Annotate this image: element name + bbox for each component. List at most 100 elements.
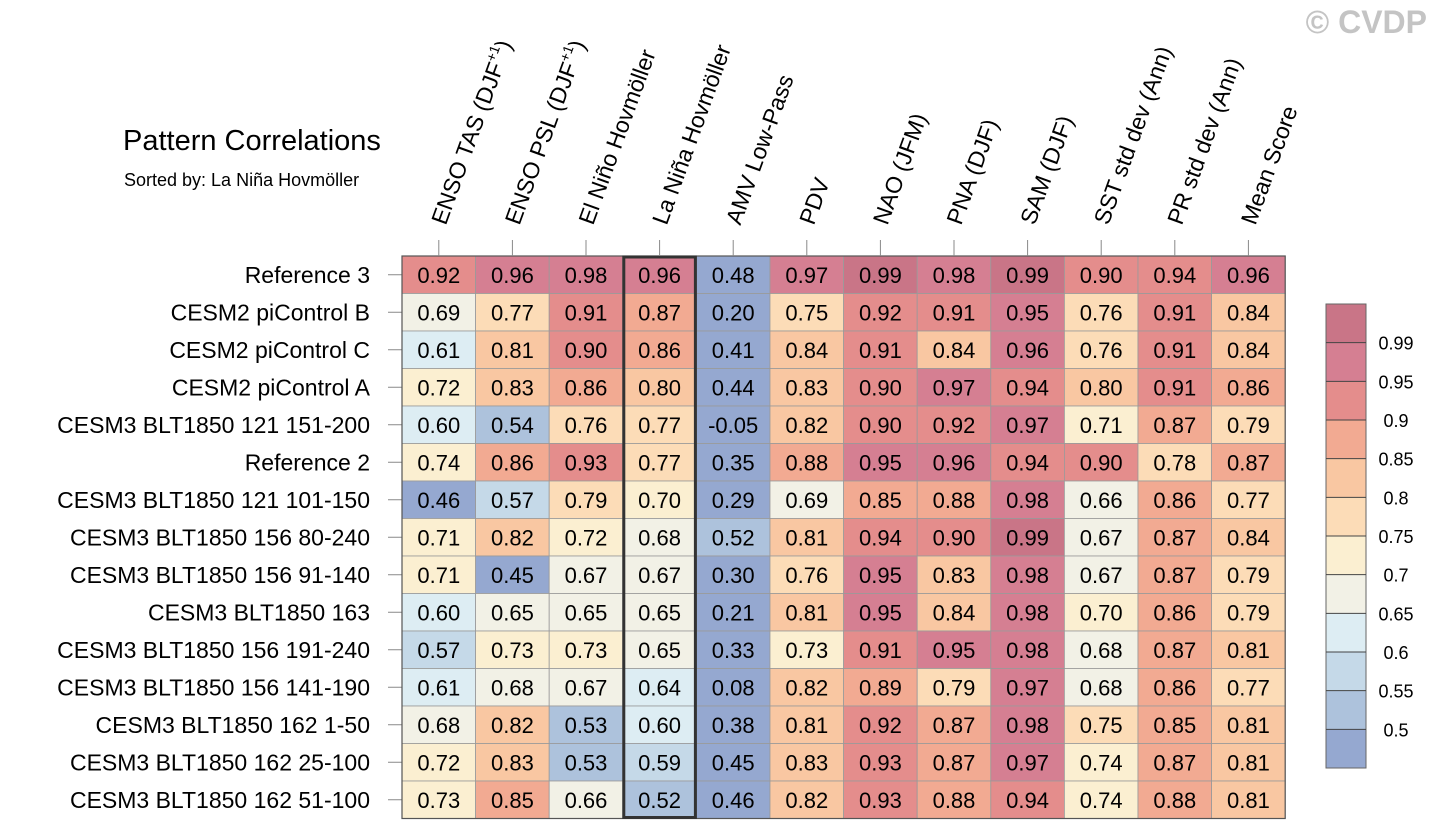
heatmap-cell — [1211, 293, 1286, 332]
heatmap-cell — [1137, 368, 1212, 407]
cell-value: 0.68 — [638, 525, 681, 550]
heatmap-cell — [1211, 330, 1286, 369]
heatmap-cell — [1064, 255, 1139, 294]
cell-value: 0.84 — [785, 338, 828, 363]
heatmap-cell — [1064, 330, 1139, 369]
cell-value: 0.98 — [1006, 600, 1049, 625]
column-label: NAO (JFM) — [868, 110, 932, 228]
heatmap-cell — [622, 630, 697, 669]
heatmap-cell — [990, 630, 1065, 669]
heatmap-cell — [622, 780, 697, 819]
heatmap-cell — [916, 518, 992, 557]
column-label: ENSO TAS (DJF+1) — [424, 36, 517, 228]
heatmap-cell — [475, 593, 550, 632]
cell-value: 0.81 — [1227, 638, 1270, 663]
cell-value: 0.85 — [491, 788, 534, 813]
cell-value: 0.80 — [638, 375, 681, 400]
heatmap-cell — [401, 405, 476, 444]
cell-value: 0.20 — [712, 300, 755, 325]
cell-value: 0.89 — [859, 675, 902, 700]
cell-value: 0.87 — [933, 750, 976, 775]
cell-value: 0.82 — [785, 675, 828, 700]
cell-value: 0.79 — [565, 488, 608, 513]
cell-value: 0.84 — [933, 600, 976, 625]
cell-value: 0.94 — [1006, 788, 1049, 813]
heatmap-cell — [696, 743, 771, 782]
row-label: CESM3 BLT1850 163 — [148, 599, 370, 625]
heatmap-cell — [843, 780, 918, 819]
colorbar-tick-label: 0.7 — [1383, 566, 1408, 586]
cell-value: 0.85 — [1153, 713, 1196, 738]
heatmap-cell — [1064, 555, 1139, 594]
heatmap-cell — [696, 480, 771, 519]
cell-value: 0.86 — [1227, 375, 1270, 400]
colorbar-segment — [1326, 458, 1366, 498]
cell-value: 0.67 — [1080, 563, 1123, 588]
cell-value: 0.65 — [491, 600, 534, 625]
heatmap-cell — [475, 480, 550, 519]
cell-value: 0.68 — [1080, 638, 1123, 663]
cell-value: 0.84 — [933, 338, 976, 363]
heatmap-cell — [843, 330, 918, 369]
cell-value: 0.45 — [491, 563, 534, 588]
heatmap-cell — [1211, 743, 1286, 782]
cell-value: 0.81 — [491, 338, 534, 363]
colorbar-segment — [1326, 613, 1366, 652]
cell-value: 0.84 — [1227, 300, 1270, 325]
cell-value: 0.93 — [859, 750, 902, 775]
cell-value: 0.83 — [933, 563, 976, 588]
heatmap-cell — [769, 368, 844, 407]
cell-value: 0.87 — [1153, 750, 1196, 775]
cell-value: 0.79 — [1227, 413, 1270, 438]
cell-value: 0.81 — [785, 600, 828, 625]
heatmap-cell — [1064, 705, 1139, 744]
cell-value: 0.97 — [785, 263, 828, 288]
cell-value: 0.91 — [1153, 338, 1196, 363]
cell-value: 0.92 — [417, 263, 460, 288]
column-label: ENSO PSL (DJF+1) — [498, 36, 591, 228]
heatmap-cell — [1211, 630, 1286, 669]
cell-value: 0.66 — [565, 788, 608, 813]
heatmap-cell — [1064, 368, 1139, 407]
heatmap-cell — [843, 743, 918, 782]
row-label: CESM2 piControl A — [172, 374, 371, 400]
cell-value: 0.71 — [417, 525, 460, 550]
grid-border — [401, 255, 1286, 820]
cell-value: 0.77 — [1227, 488, 1270, 513]
colorbar-tick-label: 0.75 — [1378, 527, 1413, 547]
heatmap-cell — [548, 405, 624, 444]
cell-value: 0.79 — [1227, 563, 1270, 588]
heatmap-cell — [548, 443, 624, 482]
colorbar-segment — [1326, 536, 1366, 575]
cell-value: 0.99 — [859, 263, 902, 288]
cell-value: 0.75 — [1080, 713, 1123, 738]
cell-value: 0.82 — [785, 413, 828, 438]
cell-value: 0.94 — [859, 525, 902, 550]
heatmap-cell — [475, 255, 550, 294]
column-label: AMV Low-Pass — [720, 71, 798, 228]
heatmap-cell — [696, 630, 771, 669]
heatmap-cell — [622, 405, 697, 444]
cell-value: 0.95 — [933, 638, 976, 663]
cell-value: 0.41 — [712, 338, 755, 363]
row-label: CESM3 BLT1850 156 191-240 — [57, 637, 370, 663]
cell-value: 0.93 — [565, 450, 608, 475]
heatmap-cell — [916, 780, 992, 819]
colorbar-tick-label: 0.85 — [1378, 450, 1413, 470]
cell-value: 0.82 — [785, 788, 828, 813]
heatmap-cell — [401, 743, 476, 782]
cell-value: 0.73 — [565, 638, 608, 663]
heatmap-cell — [1211, 705, 1286, 744]
colorbar-tick-label: 0.99 — [1378, 334, 1413, 354]
heatmap-cell — [990, 405, 1065, 444]
cell-value: 0.38 — [712, 713, 755, 738]
cell-value: 0.64 — [638, 675, 681, 700]
cell-value: 0.76 — [1080, 338, 1123, 363]
colorbar-segment — [1326, 342, 1366, 382]
cell-value: 0.77 — [491, 300, 534, 325]
cell-value: 0.95 — [859, 450, 902, 475]
cell-value: 0.74 — [417, 450, 460, 475]
cell-value: 0.81 — [1227, 750, 1270, 775]
colorbar-tick-label: 0.65 — [1378, 604, 1413, 624]
heatmap-cell — [1064, 480, 1139, 519]
